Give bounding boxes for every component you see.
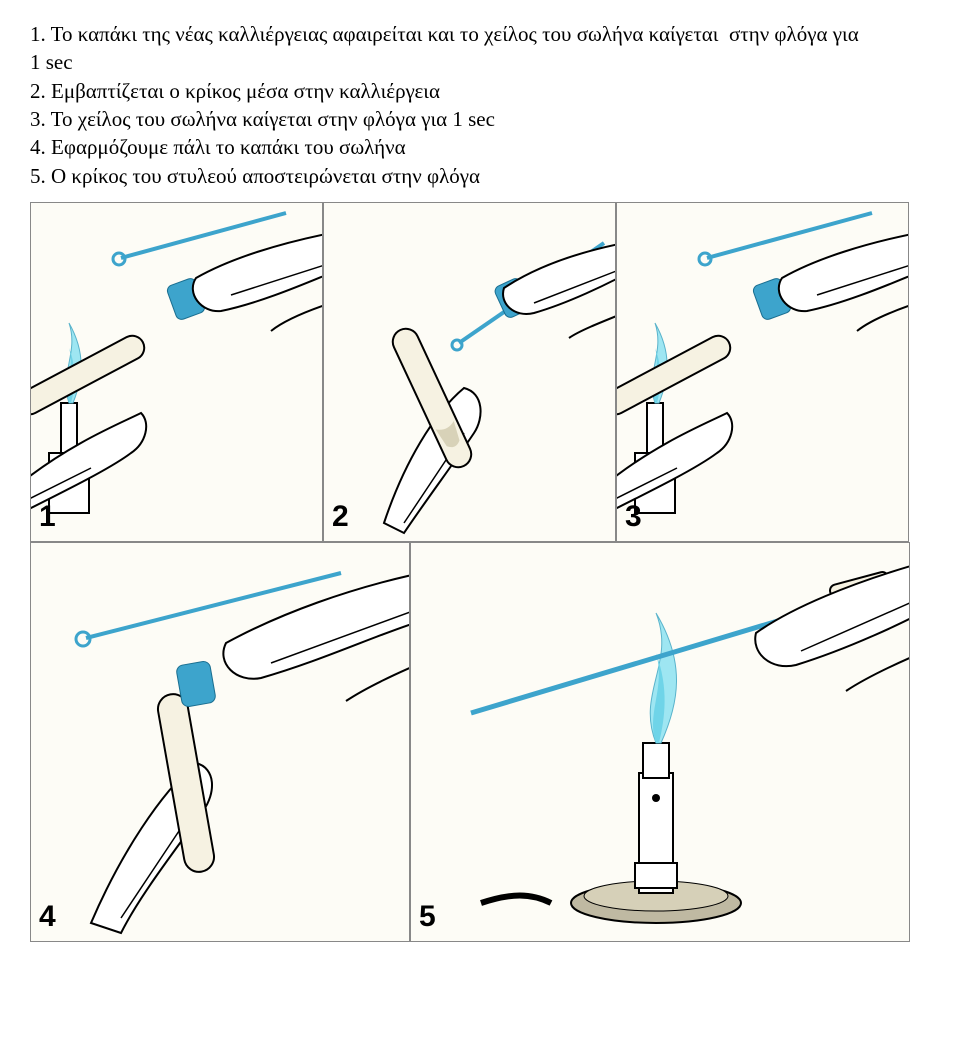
- step-1-text: 1. Το καπάκι της νέας καλλιέργειας αφαιρ…: [30, 20, 870, 77]
- figures-row-1: 1 2: [30, 202, 909, 542]
- figures-row-2: 4: [30, 542, 910, 942]
- figure-3-panel: 3: [616, 202, 909, 542]
- figure-4-illustration: [31, 543, 410, 942]
- figure-3-label: 3: [625, 497, 642, 538]
- step-2-text: 2. Εμβαπτίζεται ο κρίκος μέσα στην καλλι…: [30, 77, 870, 105]
- step-4-text: 4. Εφαρμόζουμε πάλι το καπάκι του σωλήνα: [30, 133, 870, 161]
- figure-1-illustration: [31, 203, 323, 542]
- figure-4-panel: 4: [30, 542, 410, 942]
- figure-4-label: 4: [39, 897, 56, 938]
- figure-1-panel: 1: [30, 202, 323, 542]
- figure-3-illustration: [617, 203, 909, 542]
- figures-grid: 1 2: [30, 202, 870, 942]
- figure-2-panel: 2: [323, 202, 616, 542]
- figure-2-illustration: [324, 203, 616, 542]
- step-3-text: 3. Το χείλος του σωλήνα καίγεται στην φλ…: [30, 105, 870, 133]
- figure-5-illustration: [411, 543, 910, 942]
- figure-2-label: 2: [332, 497, 349, 538]
- figure-1-label: 1: [39, 497, 56, 538]
- figure-5-label: 5: [419, 897, 436, 938]
- figure-5-panel: 5: [410, 542, 910, 942]
- instruction-steps: 1. Το καπάκι της νέας καλλιέργειας αφαιρ…: [30, 20, 870, 190]
- step-5-text: 5. Ο κρίκος του στυλεού αποστειρώνεται σ…: [30, 162, 870, 190]
